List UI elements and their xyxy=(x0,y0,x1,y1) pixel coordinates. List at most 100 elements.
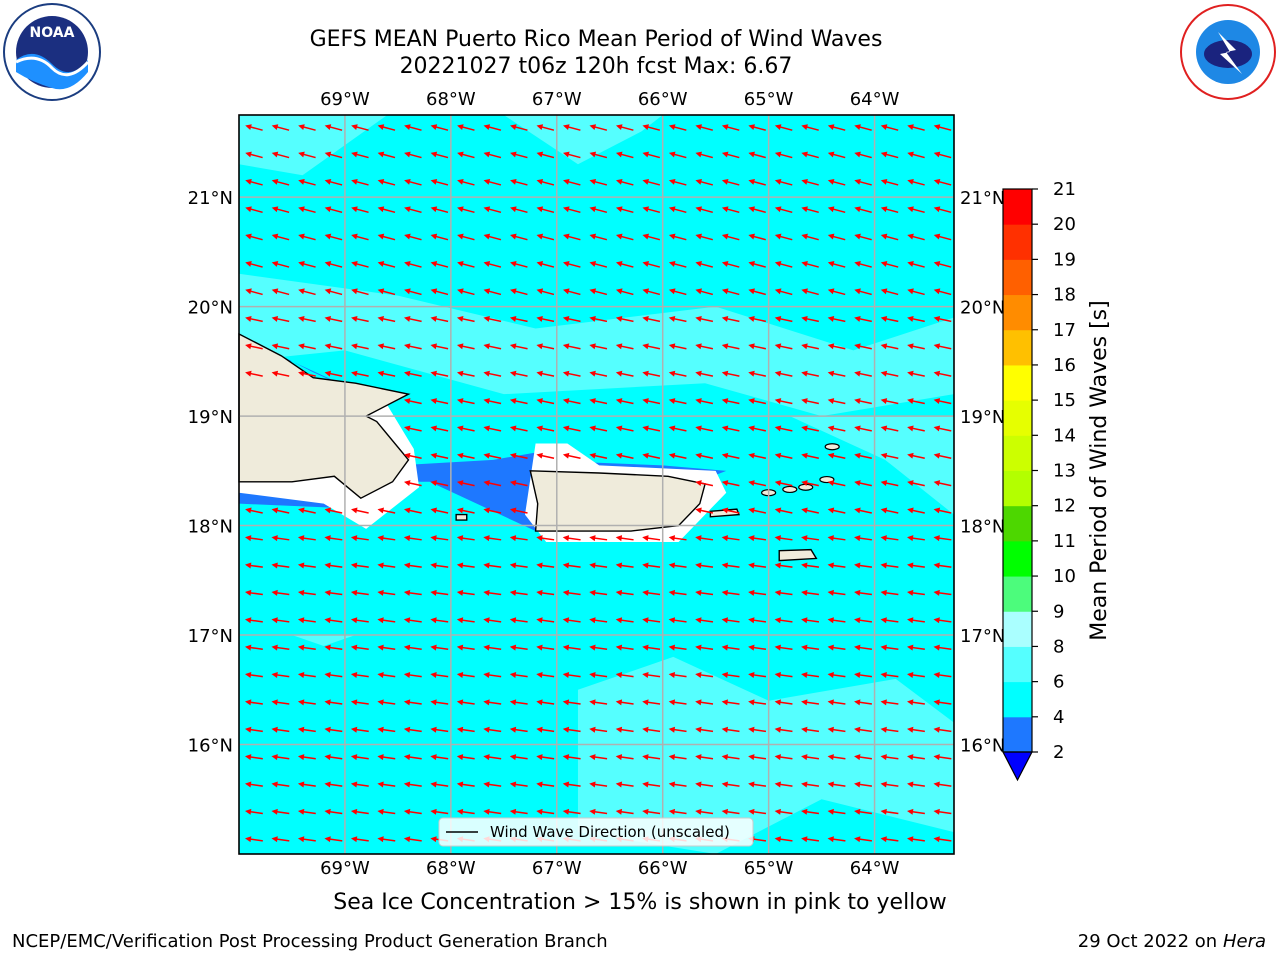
island xyxy=(819,475,835,484)
wave-arrow-head xyxy=(457,288,464,295)
wave-arrow-head xyxy=(615,781,623,788)
wave-arrow-head xyxy=(509,726,517,733)
wave-arrow xyxy=(271,726,290,733)
wave-arrow-head xyxy=(721,343,729,350)
wave-arrow xyxy=(510,178,528,186)
footer-host: Hera xyxy=(1222,931,1266,952)
wave-arrow xyxy=(430,370,449,377)
wave-arrow xyxy=(456,507,475,514)
wave-arrow-head xyxy=(721,617,729,624)
wave-arrow-head xyxy=(933,288,941,295)
wave-arrow xyxy=(748,370,767,377)
wave-arrow xyxy=(880,370,899,377)
wave-arrow xyxy=(245,288,263,296)
wave-arrow xyxy=(880,288,899,296)
noaa-logo-text: NOAA xyxy=(30,25,75,41)
wave-arrow xyxy=(297,754,316,761)
wave-arrow xyxy=(536,178,555,186)
wave-arrow xyxy=(854,589,872,596)
wave-arrow xyxy=(589,288,608,296)
wave-arrow xyxy=(668,452,687,459)
wave-arrow xyxy=(536,452,555,459)
wave-arrow xyxy=(510,261,528,268)
lat-tick-right: 16°N xyxy=(960,736,1005,757)
wave-arrow xyxy=(695,617,714,624)
wave-arrow xyxy=(403,836,422,843)
wave-arrow xyxy=(642,754,661,761)
wave-arrow-head xyxy=(854,836,861,843)
wave-arrow xyxy=(562,644,581,651)
wave-arrow-head xyxy=(695,535,702,542)
wave-arrow xyxy=(880,178,899,186)
wave-arrow-head xyxy=(377,507,385,514)
wave-arrow xyxy=(324,178,343,186)
wave-arrow xyxy=(403,644,422,651)
wave-arrow-head xyxy=(827,562,834,569)
wave-arrow-head xyxy=(615,617,623,624)
wave-arrow-head xyxy=(615,808,623,815)
wave-arrow xyxy=(748,535,767,542)
wave-arrow-head xyxy=(483,425,490,432)
wave-arrow-head xyxy=(350,808,358,815)
wave-arrow-head xyxy=(615,425,623,432)
wave-arrow-head xyxy=(668,343,676,350)
wave-arrow-head xyxy=(483,151,491,158)
wave-arrow xyxy=(615,452,634,459)
wave-arrow xyxy=(510,288,528,296)
wave-arrow xyxy=(403,370,422,377)
wave-arrow xyxy=(536,754,555,761)
wave-arrow xyxy=(483,480,502,487)
wave-arrow-head xyxy=(774,589,781,596)
wave-arrow-head xyxy=(245,507,252,514)
wave-arrow xyxy=(827,672,846,678)
wave-arrow-head xyxy=(509,617,517,624)
wave-arrow xyxy=(933,699,952,706)
wave-arrow-head xyxy=(483,589,490,596)
wave-arrow xyxy=(536,644,555,651)
wave-arrow-head xyxy=(615,672,623,678)
wave-arrow-head xyxy=(297,699,305,706)
wave-arrow-head xyxy=(642,781,649,788)
wave-arrow-head xyxy=(589,261,597,267)
wave-arrow xyxy=(695,480,714,487)
wave-arrow xyxy=(801,672,820,678)
wave-arrow-head xyxy=(907,452,914,459)
wave-arrow xyxy=(668,343,687,350)
wave-arrow xyxy=(854,370,872,377)
wave-arrow-head xyxy=(695,315,702,322)
wave-arrow xyxy=(456,315,475,323)
wave-arrow xyxy=(933,343,952,350)
wave-arrow-head xyxy=(589,151,597,158)
wave-arrow-head xyxy=(748,507,755,514)
wave-arrow xyxy=(721,370,740,377)
wave-arrow xyxy=(404,233,422,241)
colorbar-label: Mean Period of Wind Waves [s] xyxy=(1087,300,1112,640)
wave-arrow xyxy=(456,562,475,569)
wave-arrow-head xyxy=(483,124,491,131)
wave-arrow xyxy=(456,425,475,432)
wave-arrow-head xyxy=(880,726,887,733)
wave-arrow-head xyxy=(298,288,305,295)
wave-arrow xyxy=(854,178,872,186)
wave-arrow-head xyxy=(615,124,623,131)
wave-arrow-head xyxy=(298,343,305,350)
wave-arrow-head xyxy=(827,370,835,377)
wave-arrow xyxy=(562,425,581,432)
wave-arrow-head xyxy=(430,535,437,542)
wave-arrow xyxy=(536,726,555,733)
wave-arrow xyxy=(774,781,793,788)
wave-arrow xyxy=(748,261,766,268)
wave-arrow xyxy=(403,507,422,514)
wave-arrow-head xyxy=(774,151,782,158)
wave-arrow xyxy=(801,699,820,706)
wave-arrow-head xyxy=(748,754,755,761)
wave-arrow xyxy=(562,754,581,761)
wave-arrow-head xyxy=(748,370,755,377)
wave-arrow-head xyxy=(748,781,755,788)
wave-arrow xyxy=(324,315,343,323)
wave-arrow xyxy=(907,288,925,296)
wave-arrow xyxy=(456,644,475,651)
wave-arrow-head xyxy=(801,233,808,240)
colorbar-segment xyxy=(1003,716,1032,753)
wave-arrow-head xyxy=(430,261,438,267)
